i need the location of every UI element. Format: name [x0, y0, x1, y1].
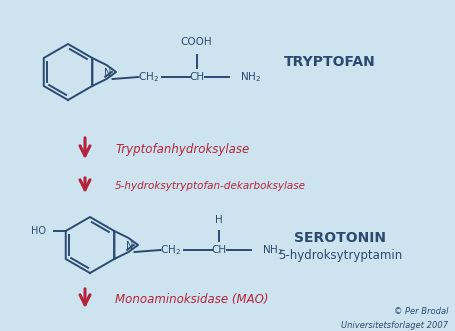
Text: CH$_2$: CH$_2$ — [160, 243, 181, 257]
Text: Monoaminoksidase (MAO): Monoaminoksidase (MAO) — [115, 293, 268, 306]
Text: CH: CH — [189, 72, 204, 82]
Text: NH$_2$: NH$_2$ — [239, 70, 261, 84]
Text: H: H — [215, 215, 222, 225]
Text: © Per Brodal: © Per Brodal — [394, 307, 448, 316]
Text: TRYPTOFAN: TRYPTOFAN — [284, 55, 376, 69]
Text: NH$_2$: NH$_2$ — [262, 243, 283, 257]
Text: COOH: COOH — [181, 37, 212, 47]
Text: CH$_2$: CH$_2$ — [138, 70, 159, 84]
Text: Universitetsforlaget 2007: Universitetsforlaget 2007 — [341, 320, 448, 329]
Text: N: N — [126, 241, 133, 251]
Text: 5-hydroksytryptofan-dekarboksylase: 5-hydroksytryptofan-dekarboksylase — [115, 181, 306, 191]
Text: 5-hydroksytryptamin: 5-hydroksytryptamin — [278, 250, 402, 262]
Text: HO: HO — [31, 226, 46, 236]
Text: CH: CH — [211, 245, 226, 255]
Text: N: N — [104, 68, 111, 78]
Text: SEROTONIN: SEROTONIN — [294, 231, 386, 245]
Text: Tryptofanhydroksylase: Tryptofanhydroksylase — [115, 144, 249, 157]
